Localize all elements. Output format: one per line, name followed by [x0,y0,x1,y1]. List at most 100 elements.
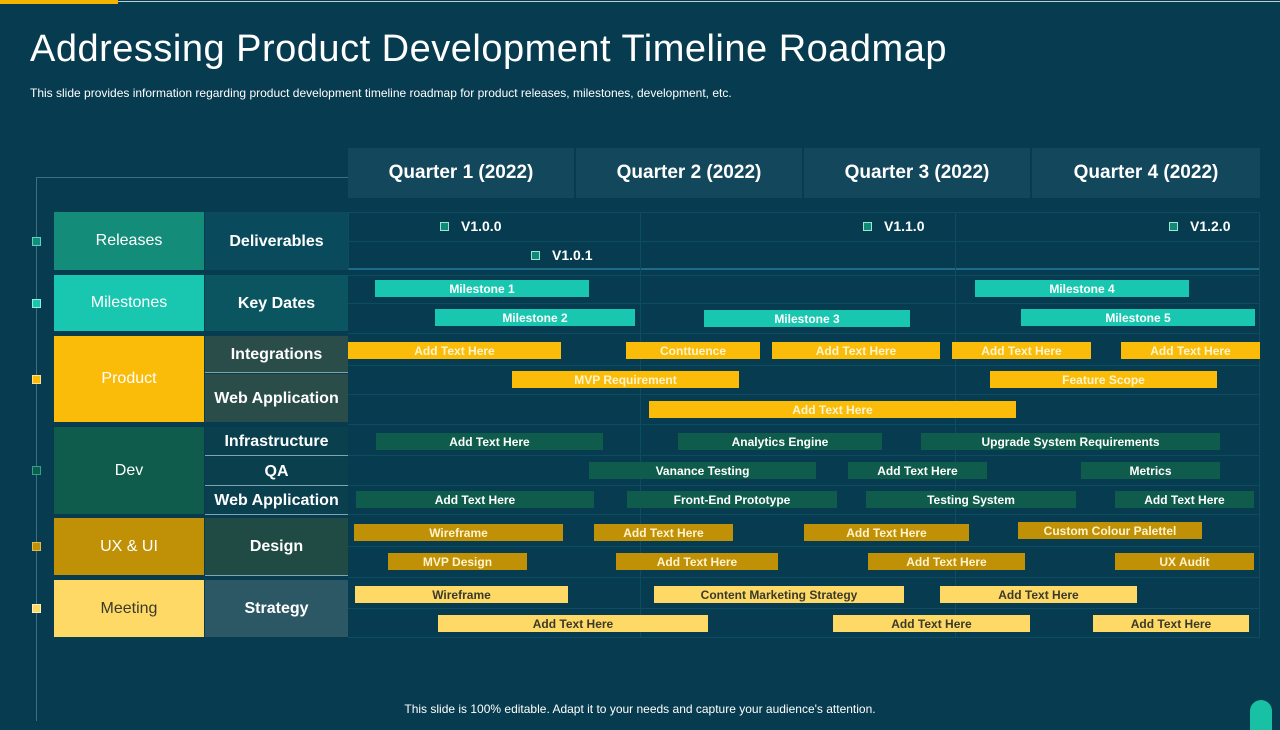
product-bar: Feature Scope [990,371,1217,388]
category-releases: Releases [54,212,204,270]
product-bar: Add Text Here [649,401,1016,418]
separator [205,455,348,456]
sub-qa: QA [205,457,348,485]
ux-bar: Add Text Here [594,524,733,541]
sub-integrations: Integrations [205,336,348,372]
dev-bar: Front-End Prototype [627,491,837,508]
grid-line [348,365,1260,366]
footer-note: This slide is 100% editable. Adapt it to… [404,702,876,716]
dev-bar: Add Text Here [848,462,987,479]
ux-bar: Wireframe [354,524,563,541]
meeting-bar: Add Text Here [438,615,708,632]
meeting-bar: Add Text Here [940,586,1137,603]
ux-bar: Custom Colour Palettel [1018,522,1202,539]
grid-line [348,546,1260,547]
ux-bar: Add Text Here [616,553,778,570]
grid-line [348,424,1260,425]
grid-line [348,303,1260,304]
grid-line [348,514,1260,515]
ux-bar: UX Audit [1115,553,1254,570]
meeting-bar: Add Text Here [833,615,1030,632]
milestone-bar: Milestone 4 [975,280,1189,297]
square-icon [440,221,449,231]
product-bar: Add Text Here [1121,342,1260,359]
sub-key-dates: Key Dates [205,275,348,331]
dev-bar: Vanance Testing [589,462,816,479]
slide-title: Addressing Product Development Timeline … [30,28,947,70]
release-version: V1.1.0 [863,218,924,234]
uxui-marker [32,542,41,551]
square-icon [1169,221,1178,231]
dev-bar: Upgrade System Requirements [921,433,1220,450]
product-bar: MVP Requirement [512,371,739,388]
ux-bar: Add Text Here [868,553,1025,570]
separator [205,372,348,373]
dev-marker [32,466,41,475]
sub-web-application-product: Web Application [205,374,348,422]
grid-line [348,637,1260,638]
ux-bar: Add Text Here [804,524,969,541]
grid-line [348,455,1260,456]
grid-line [348,333,1260,334]
square-icon [531,250,540,260]
leaf-decoration-icon [1250,700,1272,730]
quarter-header-row: Quarter 1 (2022) Quarter 2 (2022) Quarte… [348,148,1260,198]
sub-design: Design [205,518,348,575]
product-bar: Add Text Here [952,342,1091,359]
sub-web-application-dev: Web Application [205,487,348,514]
separator [205,514,348,515]
grid-line [348,577,1260,578]
quarter-3-header: Quarter 3 (2022) [804,148,1030,198]
dev-bar: Add Text Here [1115,491,1254,508]
category-ux-ui: UX & UI [54,518,204,575]
category-milestones: Milestones [54,275,204,331]
release-version: V1.0.1 [531,247,592,263]
product-bar: Add Text Here [772,342,940,359]
dev-bar: Testing System [866,491,1076,508]
category-product: Product [54,336,204,422]
grid-line [348,394,1260,395]
quarter-1-header: Quarter 1 (2022) [348,148,574,198]
quarter-2-header: Quarter 2 (2022) [576,148,802,198]
grid-line [348,241,1260,242]
grid-line [348,485,1260,486]
dev-bar: Analytics Engine [678,433,882,450]
sub-strategy: Strategy [205,580,348,637]
dev-bar: Add Text Here [356,491,594,508]
milestone-bar: Milestone 3 [704,310,910,327]
product-marker [32,375,41,384]
square-icon [863,221,872,231]
product-bar: Conttuence [626,342,760,359]
category-dev: Dev [54,427,204,514]
milestone-bar: Milestone 2 [435,309,635,326]
sub-infrastructure: Infrastructure [205,427,348,455]
top-rule [118,1,1280,2]
meeting-bar: Content Marketing Strategy [654,586,904,603]
milestones-marker [32,299,41,308]
category-meeting: Meeting [54,580,204,637]
release-version: V1.0.0 [440,218,501,234]
release-version: V1.2.0 [1169,218,1230,234]
grid-line [348,275,1260,276]
milestone-bar: Milestone 1 [375,280,589,297]
top-accent-line [0,0,118,4]
ux-bar: MVP Design [388,553,527,570]
grid-line [640,212,641,638]
separator [205,485,348,486]
meeting-bar: Add Text Here [1093,615,1249,632]
milestone-bar: Milestone 5 [1021,309,1255,326]
separator [205,575,348,576]
grid-line [955,212,956,638]
left-bracket [36,177,349,721]
meeting-marker [32,604,41,613]
dev-bar: Add Text Here [376,433,603,450]
meeting-bar: Wireframe [355,586,568,603]
product-bar: Add Text Here [348,342,561,359]
slide-subtitle: This slide provides information regardin… [30,86,732,100]
quarter-4-header: Quarter 4 (2022) [1032,148,1260,198]
sub-deliverables: Deliverables [205,212,348,270]
releases-marker [32,237,41,246]
grid-line [1259,212,1260,638]
grid-line [348,608,1260,609]
dev-bar: Metrics [1081,462,1220,479]
